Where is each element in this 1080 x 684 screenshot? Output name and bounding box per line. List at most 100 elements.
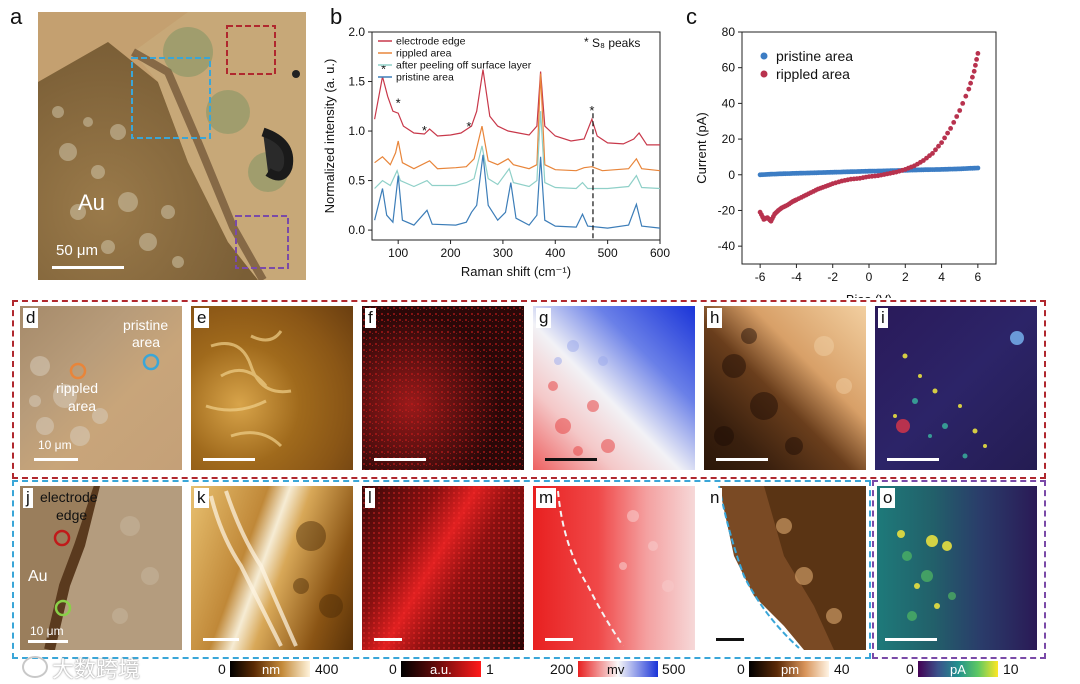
scale-bar-d bbox=[34, 458, 78, 461]
data-point-1 bbox=[973, 62, 978, 68]
label-area-rippled: area bbox=[68, 398, 97, 414]
rippled-marker bbox=[69, 362, 87, 380]
tile-label-l: l bbox=[365, 488, 375, 508]
series-line-3 bbox=[374, 154, 661, 229]
tile-h: h bbox=[704, 306, 866, 470]
tile-label-h: h bbox=[707, 308, 723, 328]
tile-d: d pristine area rippled area 10 μm bbox=[20, 306, 182, 470]
label-rippled: rippled bbox=[56, 380, 99, 396]
s8-annotation-label: S₈ peaks bbox=[592, 36, 640, 50]
legend-label-1: rippled area bbox=[776, 66, 850, 82]
scale-label-d: 10 μm bbox=[38, 438, 72, 452]
data-point-1 bbox=[939, 140, 944, 146]
series-line-0 bbox=[374, 69, 660, 146]
tile-f: f bbox=[362, 306, 524, 470]
plot-frame bbox=[371, 31, 661, 241]
tile-label-f: f bbox=[365, 308, 376, 328]
data-point-1 bbox=[963, 93, 969, 99]
scale-bar-e bbox=[203, 458, 255, 461]
tile-label-m: m bbox=[536, 488, 557, 508]
data-point-1 bbox=[954, 114, 960, 119]
label-area-pristine: area bbox=[132, 334, 161, 350]
tile-j: j electrode edge Au 10 μm bbox=[20, 486, 182, 650]
purple-dashed-frame bbox=[872, 480, 1046, 659]
data-point-1 bbox=[971, 68, 977, 74]
tile-label-d: d bbox=[23, 308, 39, 328]
scale-bar-a bbox=[52, 266, 124, 269]
x-tick-label: 4 bbox=[938, 270, 945, 284]
x-tick-label: 400 bbox=[545, 246, 565, 260]
label-pristine: pristine bbox=[123, 317, 169, 333]
x-tick-label: 6 bbox=[975, 270, 982, 284]
scale-bar-k bbox=[203, 638, 239, 641]
colorbar-au bbox=[401, 661, 481, 677]
legend-label-0: electrode edge bbox=[396, 36, 466, 48]
scale-bar-o bbox=[885, 638, 937, 641]
label-au-a: Au bbox=[78, 190, 105, 215]
colorbar-mv-max: 500 bbox=[662, 661, 686, 677]
scale-bar-h bbox=[716, 458, 768, 461]
y-tick-label: 80 bbox=[722, 25, 736, 39]
data-point-1 bbox=[957, 108, 963, 113]
legend-label-3: pristine area bbox=[396, 72, 454, 84]
cyan-dashed-frame bbox=[12, 480, 871, 659]
data-point-0 bbox=[975, 165, 981, 171]
tile-label-k: k bbox=[194, 488, 209, 508]
tile-l: l bbox=[362, 486, 524, 650]
legend-label-2: after peeling off surface layer bbox=[396, 60, 532, 72]
scale-bar-i bbox=[887, 458, 939, 461]
y-axis-label: Current (pA) bbox=[694, 112, 709, 184]
y-tick-label: 40 bbox=[722, 96, 736, 110]
zoom-box-red bbox=[226, 25, 276, 75]
colorbar-nm-max: 400 bbox=[315, 661, 339, 677]
au-marker bbox=[54, 599, 72, 617]
x-tick-label: 200 bbox=[441, 246, 461, 260]
colorbar-pm-max: 40 bbox=[834, 661, 850, 677]
scale-bar-m bbox=[545, 638, 573, 641]
scale-bar-j bbox=[28, 640, 68, 643]
tile-label-i: i bbox=[878, 308, 888, 328]
optical-image-a: Au 50 μm bbox=[38, 12, 306, 280]
s8-marker: * bbox=[422, 123, 427, 138]
legend-swatch-1 bbox=[760, 70, 768, 78]
label-edge: edge bbox=[56, 507, 88, 523]
electrode-marker bbox=[53, 529, 71, 547]
colorbar-mv bbox=[578, 661, 658, 677]
s8-annotation-star: * bbox=[584, 35, 589, 49]
watermark: 大数跨境 bbox=[52, 657, 141, 682]
y-tick-label: 0.0 bbox=[348, 223, 365, 237]
x-tick-label: 600 bbox=[650, 246, 670, 260]
series-line-1 bbox=[374, 73, 661, 172]
tile-o: o bbox=[877, 486, 1037, 650]
tile-g: g bbox=[533, 306, 695, 470]
x-tick-label: 500 bbox=[598, 246, 618, 260]
tile-n: n bbox=[704, 486, 866, 650]
panel-label-b: b bbox=[330, 4, 343, 29]
colorbar-nm-unit: nm bbox=[262, 662, 281, 677]
data-point-1 bbox=[936, 143, 941, 149]
rippled-point-i bbox=[896, 419, 910, 433]
label-electrode: electrode bbox=[40, 489, 98, 505]
colorbar-pm-unit: pm bbox=[781, 662, 800, 677]
x-tick-label: -4 bbox=[791, 270, 802, 284]
legend-label-0: pristine area bbox=[776, 48, 853, 64]
panel-label-c: c bbox=[686, 4, 697, 29]
s8-marker: * bbox=[589, 103, 594, 118]
x-tick-label: -2 bbox=[827, 270, 838, 284]
pristine-marker bbox=[142, 353, 160, 371]
s8-marker: * bbox=[381, 62, 386, 77]
tile-label-g: g bbox=[536, 308, 552, 328]
tile-i: i bbox=[875, 306, 1037, 470]
data-point-1 bbox=[942, 135, 947, 141]
scale-label-j: 10 μm bbox=[30, 624, 64, 638]
x-tick-label: -6 bbox=[755, 270, 766, 284]
red-dashed-frame bbox=[12, 300, 1046, 479]
label-au-j: Au bbox=[28, 568, 48, 585]
series-line-2 bbox=[374, 111, 661, 190]
scale-bar-n bbox=[716, 638, 744, 641]
zoom-box-cyan bbox=[131, 57, 211, 139]
data-point-1 bbox=[968, 80, 973, 86]
colorbar-au-max: 1 bbox=[486, 661, 494, 677]
scale-bar-f bbox=[374, 458, 426, 461]
